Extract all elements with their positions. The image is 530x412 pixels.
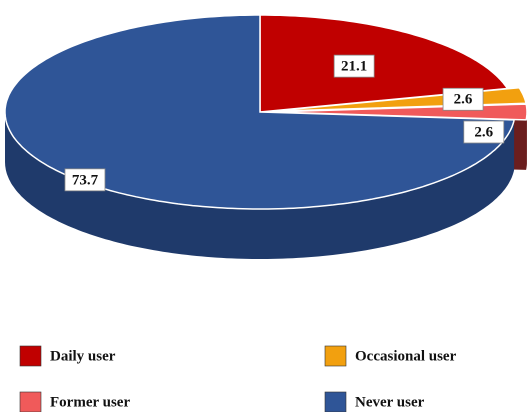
slice-side <box>5 112 515 259</box>
data-label: 21.1 <box>341 59 367 75</box>
data-label-box <box>442 87 484 111</box>
slice-side <box>526 112 527 170</box>
legend-label: Daily user <box>50 348 116 364</box>
data-label: 2.6 <box>454 92 473 108</box>
legend-label: Occasional user <box>355 348 457 364</box>
data-label-box <box>64 168 106 192</box>
legend-swatch <box>19 391 42 412</box>
legend-swatch <box>324 345 347 367</box>
legend-label: Former user <box>50 394 130 410</box>
legend-swatch <box>324 391 347 412</box>
data-label-box <box>333 54 375 78</box>
data-label-box <box>463 120 505 144</box>
data-label: 2.6 <box>474 124 493 140</box>
slice <box>259 14 509 113</box>
data-label: 73.7 <box>72 172 99 188</box>
legend-swatch <box>19 345 42 367</box>
legend-label: Never user <box>355 394 425 410</box>
